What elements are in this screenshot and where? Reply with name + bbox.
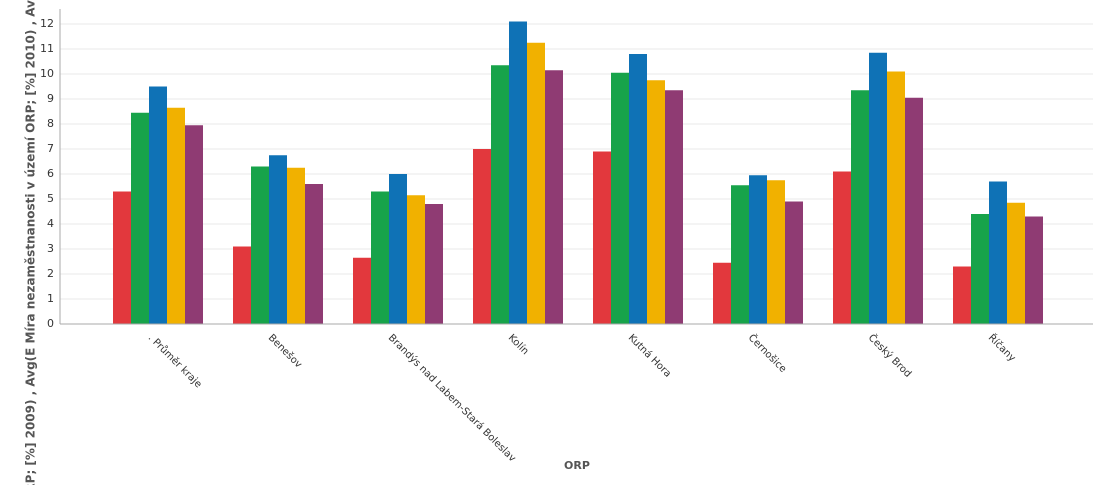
bar bbox=[953, 266, 971, 324]
x-tick-label: Kutná Hora bbox=[626, 332, 674, 380]
bar bbox=[167, 107, 185, 324]
x-tick-label: Říčany bbox=[986, 331, 1019, 364]
x-tick-label: Brandýs nad Labem-Stará Boleslav bbox=[386, 332, 519, 465]
bar bbox=[785, 201, 803, 324]
bar bbox=[389, 174, 407, 324]
y-tick-label: 5 bbox=[47, 192, 54, 205]
bar bbox=[425, 204, 443, 324]
bar bbox=[905, 97, 923, 324]
bar bbox=[185, 125, 203, 324]
bar bbox=[851, 90, 869, 324]
bar bbox=[305, 184, 323, 324]
bar bbox=[989, 181, 1007, 324]
bar bbox=[749, 175, 767, 324]
bar bbox=[1007, 202, 1025, 324]
y-tick-label: 8 bbox=[47, 117, 54, 130]
bar bbox=[611, 72, 629, 324]
bar bbox=[731, 185, 749, 324]
bar bbox=[629, 54, 647, 324]
bar bbox=[233, 246, 251, 324]
bar bbox=[713, 262, 731, 324]
y-tick-label: 1 bbox=[47, 292, 54, 305]
bar bbox=[971, 214, 989, 324]
bar bbox=[527, 42, 545, 324]
y-axis-label: RP; [%] 2009) , Avg(E Míra nezaměstnanos… bbox=[24, 0, 38, 485]
bar bbox=[251, 166, 269, 324]
x-tick-label: Černošice bbox=[746, 331, 790, 375]
y-tick-label: 4 bbox=[47, 217, 54, 230]
bar bbox=[869, 52, 887, 324]
y-tick-label: 6 bbox=[47, 167, 54, 180]
bar bbox=[149, 86, 167, 324]
bar bbox=[545, 70, 563, 324]
x-tick-label: . Průměr kraje bbox=[146, 332, 205, 391]
bar bbox=[887, 71, 905, 324]
bar bbox=[1025, 216, 1043, 324]
y-tick-label: 7 bbox=[47, 142, 54, 155]
x-tick-label: Benešov bbox=[266, 332, 305, 371]
x-axis-label: ORP bbox=[564, 459, 590, 472]
y-tick-label: 12 bbox=[40, 17, 54, 30]
bar bbox=[473, 149, 491, 324]
bar bbox=[407, 195, 425, 324]
bar bbox=[287, 167, 305, 324]
y-tick-label: 10 bbox=[40, 67, 54, 80]
x-tick-label: Kolín bbox=[506, 332, 532, 358]
y-tick-label: 11 bbox=[40, 42, 54, 55]
bar bbox=[269, 155, 287, 324]
bar bbox=[353, 257, 371, 324]
bar bbox=[113, 191, 131, 324]
y-tick-label: 0 bbox=[47, 317, 54, 330]
bar bbox=[593, 151, 611, 324]
bar bbox=[131, 112, 149, 324]
y-tick-label: 2 bbox=[47, 267, 54, 280]
bar bbox=[767, 180, 785, 324]
x-tick-label: Český Brod bbox=[866, 331, 915, 380]
y-tick-label: 3 bbox=[47, 242, 54, 255]
bar bbox=[509, 21, 527, 324]
y-tick-label: 9 bbox=[47, 92, 54, 105]
bar bbox=[491, 65, 509, 324]
bar bbox=[371, 191, 389, 324]
bar bbox=[665, 90, 683, 324]
bar bbox=[647, 80, 665, 324]
bar bbox=[833, 171, 851, 324]
